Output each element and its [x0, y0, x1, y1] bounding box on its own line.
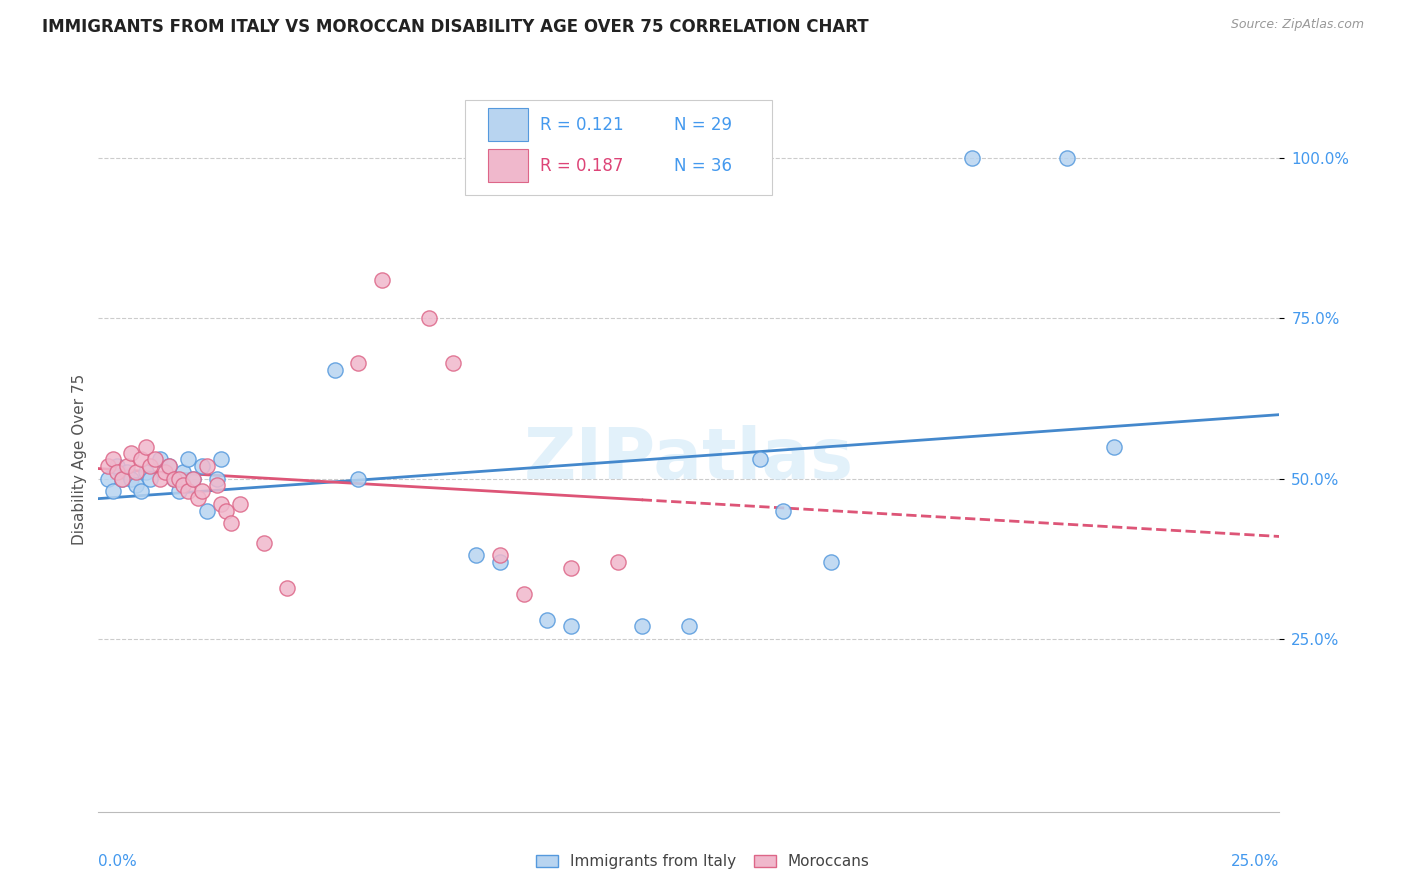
- Point: [560, 561, 582, 575]
- Point: [135, 440, 157, 454]
- Point: [205, 472, 228, 486]
- Point: [187, 491, 209, 505]
- Point: [157, 458, 180, 473]
- Text: N = 29: N = 29: [673, 116, 731, 134]
- Point: [111, 472, 134, 486]
- Point: [139, 472, 162, 486]
- Point: [323, 362, 346, 376]
- Point: [172, 465, 194, 479]
- Point: [191, 458, 214, 473]
- Point: [157, 458, 180, 473]
- Point: [129, 484, 152, 499]
- Point: [191, 484, 214, 499]
- Point: [209, 497, 232, 511]
- Point: [1056, 151, 1078, 165]
- Point: [560, 619, 582, 633]
- Text: IMMIGRANTS FROM ITALY VS MOROCCAN DISABILITY AGE OVER 75 CORRELATION CHART: IMMIGRANTS FROM ITALY VS MOROCCAN DISABI…: [42, 18, 869, 36]
- Point: [465, 549, 488, 563]
- Point: [347, 472, 370, 486]
- Point: [205, 478, 228, 492]
- Legend: Immigrants from Italy, Moroccans: Immigrants from Italy, Moroccans: [530, 848, 876, 875]
- Text: ZIPatlas: ZIPatlas: [524, 425, 853, 494]
- Point: [195, 458, 218, 473]
- Point: [172, 478, 194, 492]
- Point: [163, 472, 186, 486]
- Point: [101, 484, 124, 499]
- Point: [371, 273, 394, 287]
- Point: [149, 472, 172, 486]
- Point: [418, 311, 440, 326]
- Point: [820, 555, 842, 569]
- Y-axis label: Disability Age Over 75: Disability Age Over 75: [72, 374, 87, 545]
- Point: [111, 472, 134, 486]
- Point: [229, 497, 252, 511]
- Point: [135, 465, 157, 479]
- Point: [139, 458, 162, 473]
- Point: [125, 465, 148, 479]
- Point: [97, 472, 120, 486]
- Point: [167, 472, 190, 486]
- Point: [143, 452, 166, 467]
- Point: [215, 503, 238, 517]
- Point: [276, 581, 298, 595]
- Point: [149, 452, 172, 467]
- Point: [607, 555, 630, 569]
- Point: [121, 472, 143, 486]
- Text: R = 0.121: R = 0.121: [540, 116, 624, 134]
- Point: [167, 484, 190, 499]
- Point: [347, 356, 370, 370]
- Point: [115, 465, 138, 479]
- Text: 25.0%: 25.0%: [1232, 854, 1279, 869]
- Text: N = 36: N = 36: [673, 156, 731, 175]
- Point: [630, 619, 652, 633]
- Point: [153, 465, 176, 479]
- Point: [97, 458, 120, 473]
- Point: [772, 503, 794, 517]
- Point: [125, 478, 148, 492]
- Point: [748, 452, 770, 467]
- Point: [163, 472, 186, 486]
- Point: [441, 356, 464, 370]
- Point: [536, 613, 558, 627]
- Point: [1102, 440, 1125, 454]
- Point: [121, 446, 143, 460]
- FancyBboxPatch shape: [488, 149, 529, 182]
- Point: [105, 465, 128, 479]
- Point: [489, 555, 512, 569]
- Point: [195, 503, 218, 517]
- Text: Source: ZipAtlas.com: Source: ZipAtlas.com: [1230, 18, 1364, 31]
- Point: [177, 484, 200, 499]
- Point: [253, 535, 276, 549]
- Point: [181, 472, 204, 486]
- Point: [219, 516, 242, 531]
- FancyBboxPatch shape: [464, 100, 772, 195]
- Text: R = 0.187: R = 0.187: [540, 156, 623, 175]
- Point: [489, 549, 512, 563]
- Point: [962, 151, 984, 165]
- Point: [177, 452, 200, 467]
- Point: [678, 619, 700, 633]
- Text: 0.0%: 0.0%: [98, 854, 138, 869]
- Point: [105, 458, 128, 473]
- Point: [129, 452, 152, 467]
- Point: [209, 452, 232, 467]
- FancyBboxPatch shape: [488, 109, 529, 141]
- Point: [181, 472, 204, 486]
- Point: [115, 458, 138, 473]
- Point: [512, 587, 534, 601]
- Point: [101, 452, 124, 467]
